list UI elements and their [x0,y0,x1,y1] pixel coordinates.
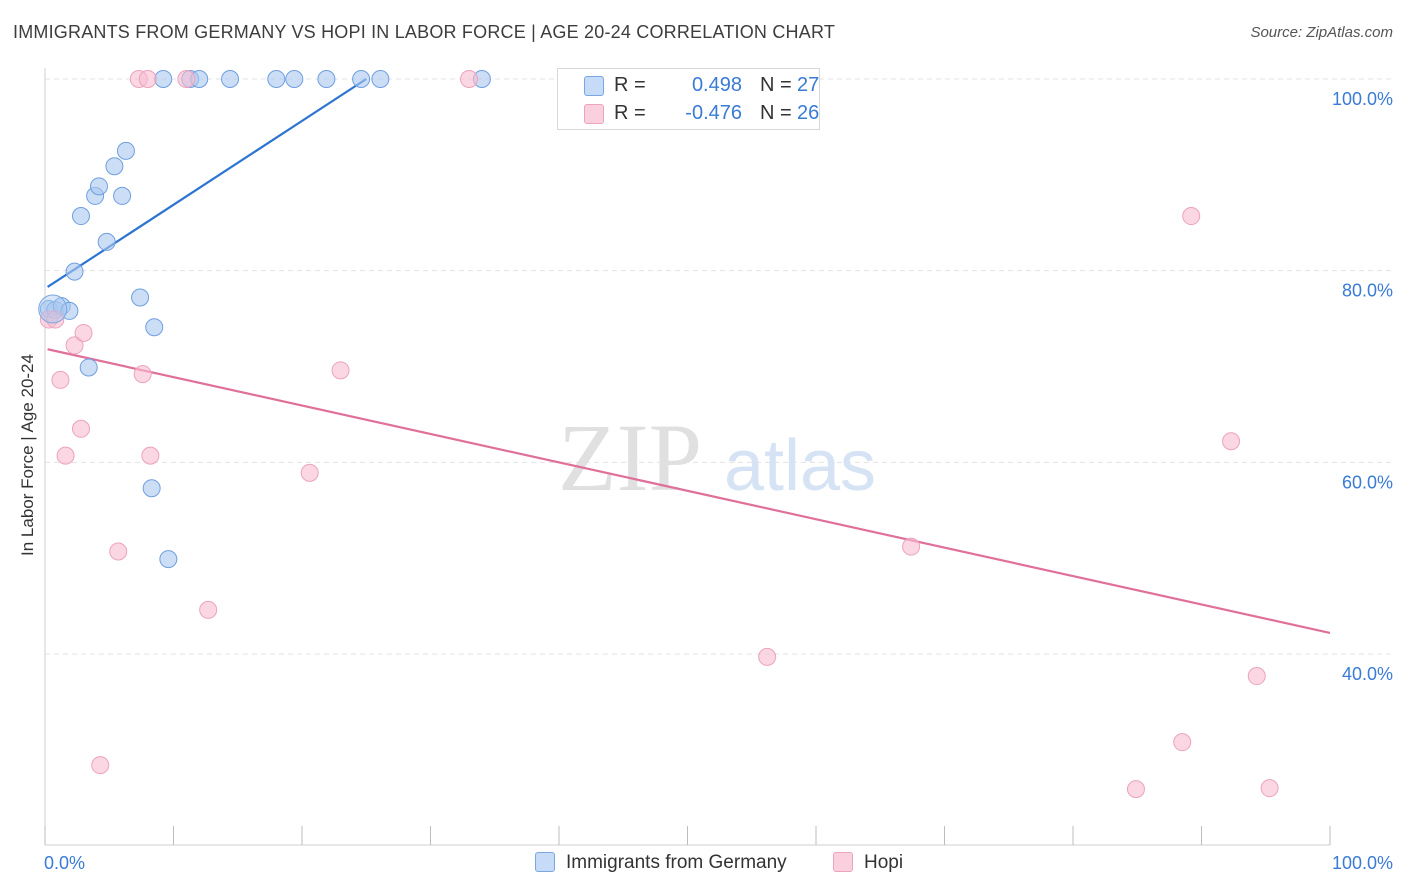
data-point-pink [133,365,152,384]
data-point-pink [56,446,75,465]
axes [44,68,1331,846]
legend-r-label: R = [614,74,646,96]
data-point-blue [267,70,286,88]
trend-line-blue [46,78,367,288]
data-point-blue [145,318,164,337]
watermark-atlas: atlas [724,426,876,506]
y-tick-label: 100.0% [1332,89,1393,109]
data-point-blue [159,550,178,569]
data-point-blue-cluster [38,294,68,324]
data-point-pink [1182,207,1201,226]
data-point-blue [71,207,90,226]
data-point-pink [141,446,160,465]
source-label: Source: ZipAtlas.com [1250,24,1393,41]
legend-swatch-pink [833,852,853,872]
legend-swatch-blue [535,852,555,872]
data-point-pink [109,542,128,561]
grid-lines [45,78,1392,655]
legend-swatch-pink [584,104,604,124]
data-point-pink [1173,733,1192,752]
data-point-pink [1247,667,1266,686]
legend-r-value: -0.476 [685,102,742,124]
legend-label-germany: Immigrants from Germany [566,852,787,873]
watermark: ZIP atlas [558,404,876,511]
x-tick-label: 0.0% [44,853,85,873]
data-point-pink [902,537,921,556]
data-point-pink [1222,432,1241,451]
data-point-pink [51,370,70,389]
data-point-blue [285,70,304,88]
data-point-pink [71,419,90,438]
data-point-pink [91,756,110,775]
data-point-blue [154,70,173,88]
legend-n-value: 27 [797,74,820,96]
trend-lines [46,78,1331,634]
chart-title: IMMIGRANTS FROM GERMANY VS HOPI IN LABOR… [13,22,836,42]
legend-label-hopi: Hopi [864,852,904,873]
x-tick-label: 100.0% [1332,853,1393,873]
legend-n-label: N = [760,102,792,124]
data-point-pink [331,361,350,380]
data-point-blue [352,70,371,88]
data-point-pink [1260,779,1279,798]
legend-r-value: 0.498 [691,74,742,96]
tick-labels: 40.0% 60.0% 80.0% 100.0% 0.0% 100.0% [44,89,1393,873]
data-point-pink [1126,780,1145,799]
data-point-pink [74,323,93,342]
data-point-pink [300,463,319,482]
data-point-pink [46,310,65,329]
data-point-blue [371,70,390,88]
trend-line-pink [47,348,1331,634]
data-point-blue [113,186,132,205]
data-point-blue [317,70,336,88]
y-tick-label: 80.0% [1342,281,1393,301]
legend-swatch-blue [584,76,604,96]
data-point-blue [65,262,84,281]
watermark-zip: ZIP [558,404,702,511]
data-point-pink [460,70,479,88]
y-axis-label: In Labor Force | Age 20-24 [18,354,37,556]
legend-r-label: R = [614,102,646,124]
data-point-blue [221,70,240,88]
data-point-blue [89,177,108,196]
data-point-blue [97,232,116,251]
data-point-blue [79,358,98,377]
data-point-pink [199,600,218,619]
data-point-blue [131,288,150,307]
data-point-pink [65,336,84,355]
correlation-legend: R = 0.498 N = 27 R = -0.476 N = 26 [557,68,820,130]
data-point-pink [758,647,777,666]
data-points [38,70,1279,799]
data-point-blue [116,141,135,160]
y-tick-label: 60.0% [1342,472,1393,492]
data-point-blue [142,479,161,498]
legend-n-label: N = [760,74,792,96]
data-point-pink [138,70,157,88]
legend-n-value: 26 [797,102,820,124]
data-point-pink [177,70,196,88]
y-tick-label: 40.0% [1342,664,1393,684]
data-point-blue [105,157,124,176]
